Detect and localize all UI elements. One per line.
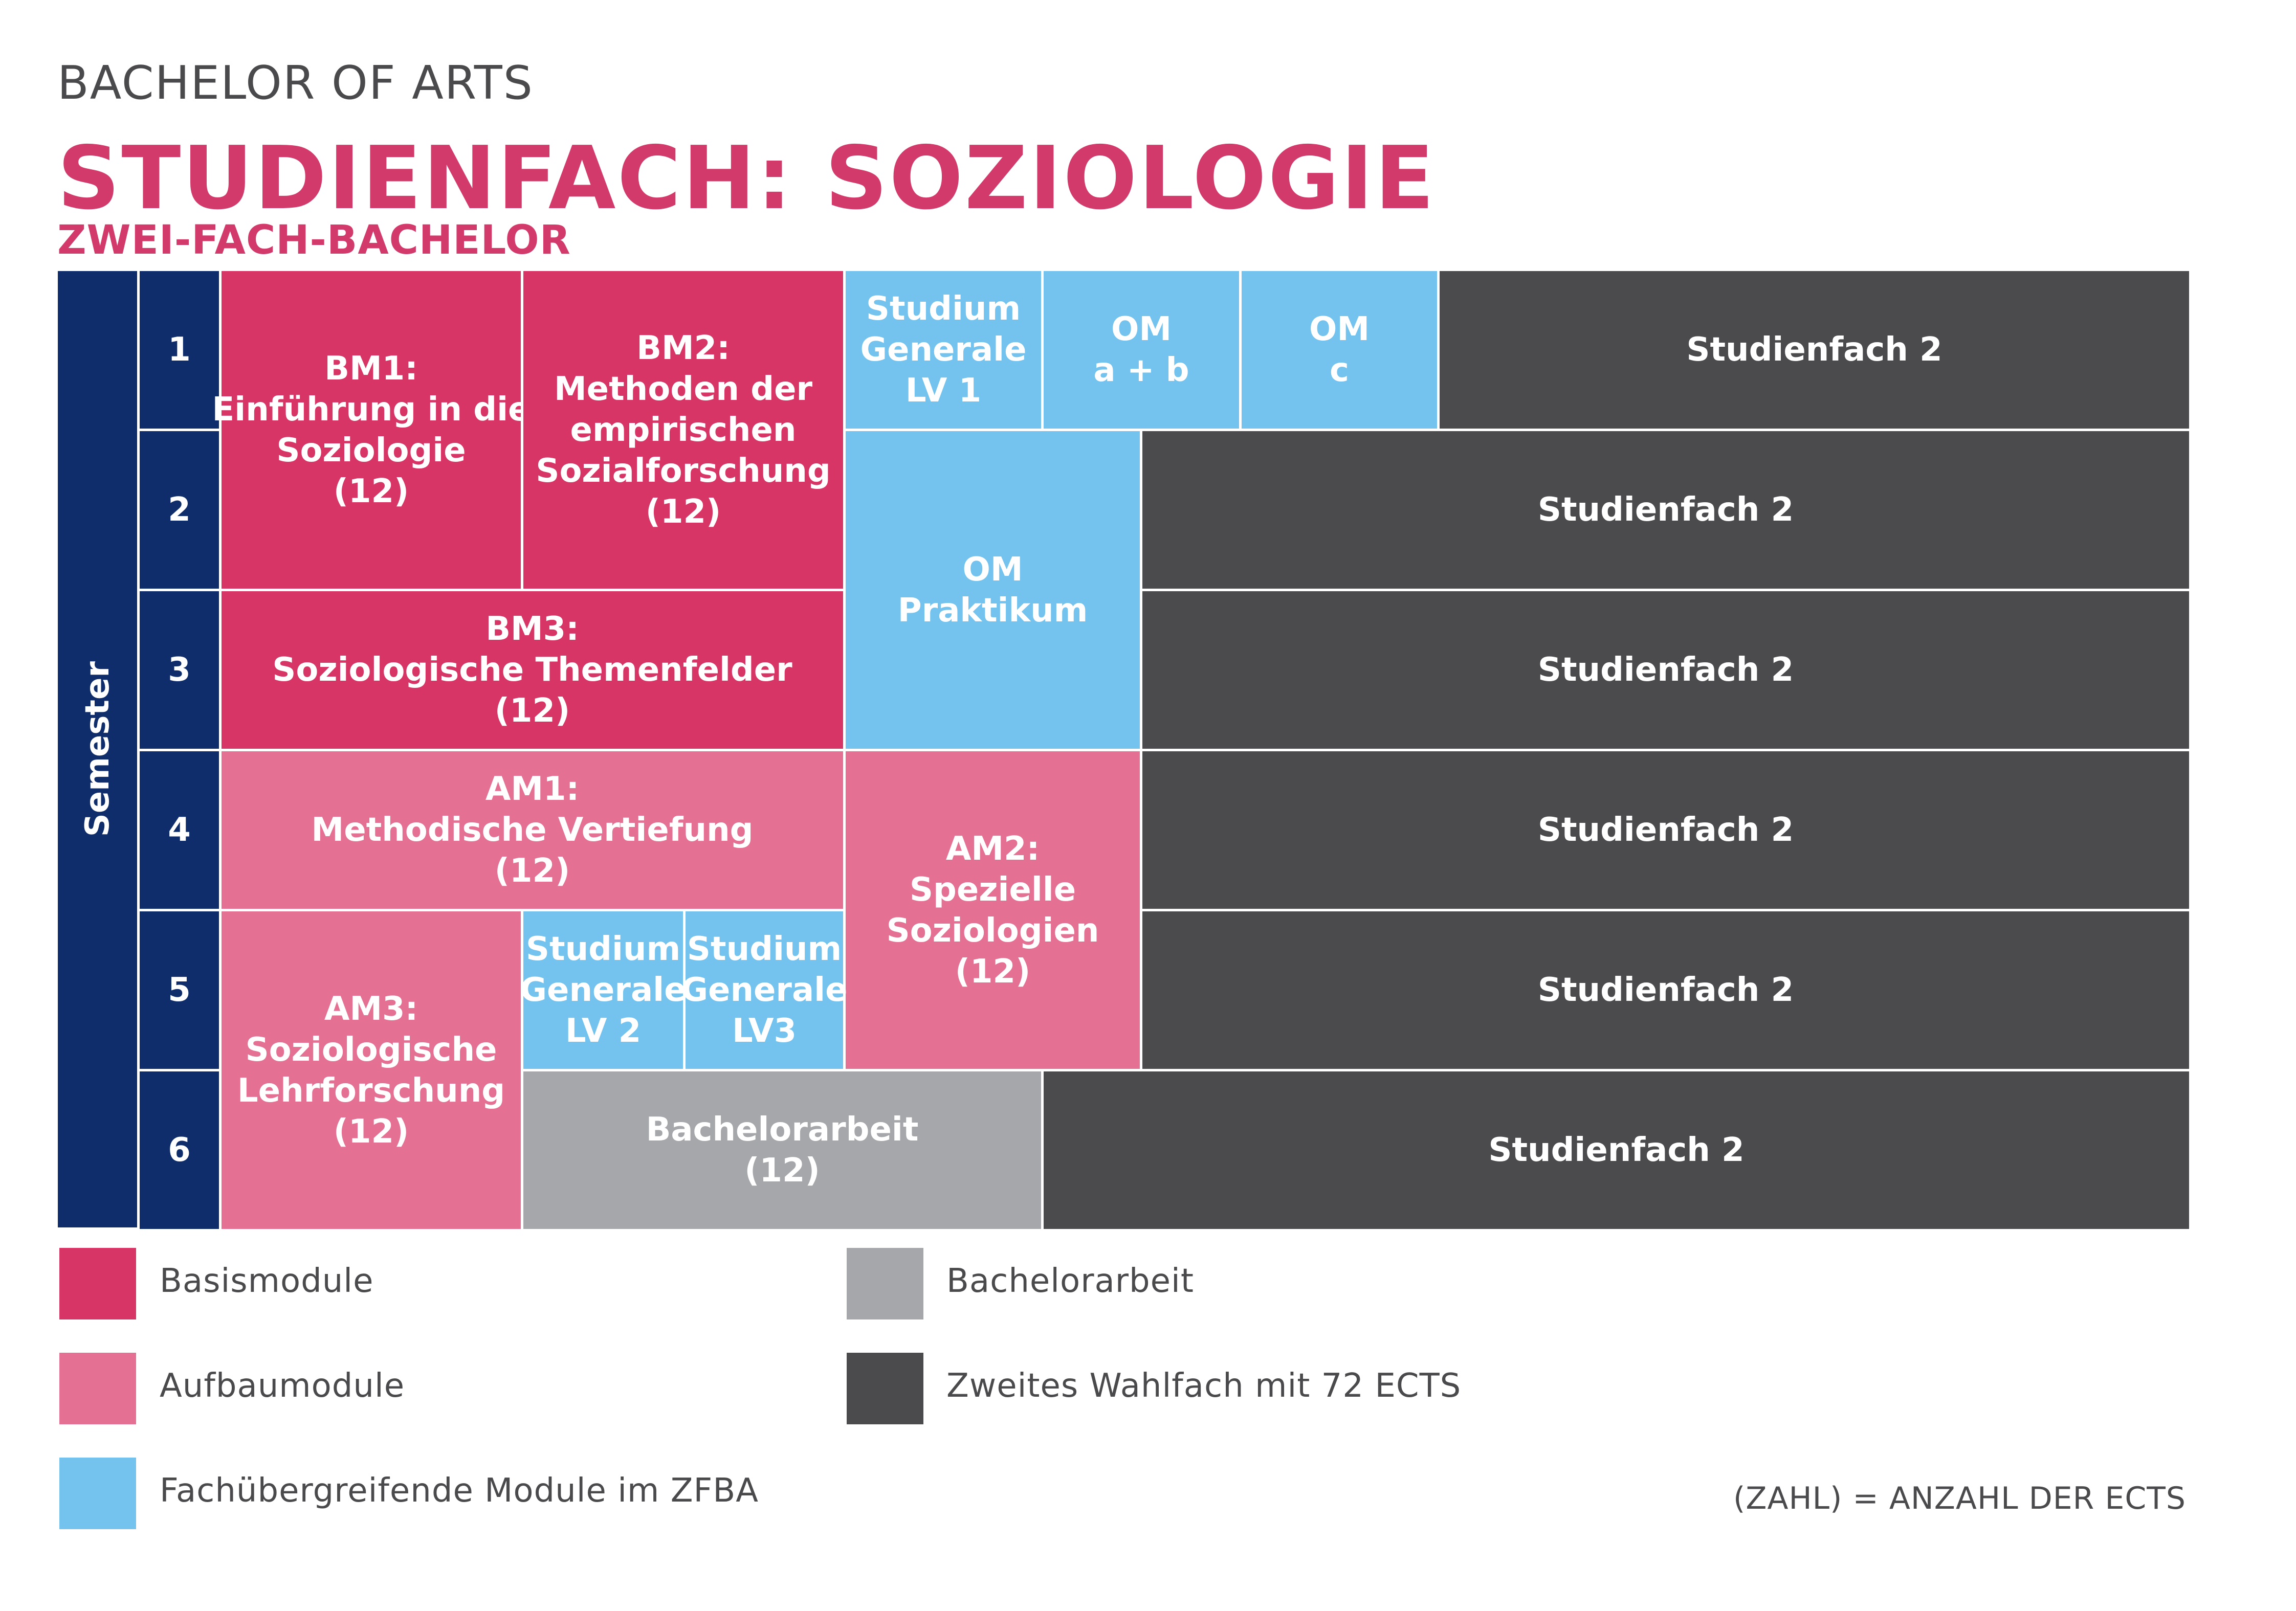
module-om-c: OM c — [1239, 268, 1440, 431]
module-bachelorarbeit: Bachelorarbeit (12) — [521, 1069, 1044, 1232]
legend-label-thesis: Bachelorarbeit — [946, 1262, 1194, 1300]
module-am3: AM3: Soziologische Lehrforschung (12) — [219, 909, 523, 1232]
legend-swatch-aufbau — [59, 1353, 136, 1424]
legend-swatch-basis — [59, 1248, 136, 1319]
legend-swatch-second — [847, 1353, 923, 1424]
module-am2: AM2: Spezielle Soziologien (12) — [843, 749, 1142, 1071]
module-bm3: BM3: Soziologische Themenfelder (12) — [219, 589, 846, 751]
page-title: STUDIENFACH: SOZIOLOGIE — [57, 128, 1436, 229]
program-heading: BACHELOR OF ARTS — [57, 56, 534, 110]
legend-label-basis: Basismodule — [160, 1262, 374, 1300]
legend-label-second: Zweites Wahlfach mit 72 ECTS — [946, 1367, 1462, 1405]
studienfach2-semester-6: Studienfach 2 — [1041, 1069, 2192, 1232]
studienfach2-semester-2: Studienfach 2 — [1140, 429, 2192, 591]
studienfach2-semester-5: Studienfach 2 — [1140, 909, 2192, 1071]
legend-swatch-thesis — [847, 1248, 923, 1319]
semester-number-1: 1 — [137, 268, 222, 431]
module-om-a-b: OM a + b — [1041, 268, 1242, 431]
module-am1: AM1: Methodische Vertiefung (12) — [219, 749, 846, 911]
legend-label-zfba: Fachübergreifende Module im ZFBA — [160, 1472, 759, 1510]
module-bm1: BM1: Einführung in die Soziologie (12) — [212, 268, 530, 591]
module-bm2: BM2: Methoden der empirischen Sozialforschu… — [521, 268, 846, 591]
studienfach2-semester-1: Studienfach 2 — [1437, 268, 2192, 431]
module-studium-generale-lv2: Studium Generale LV 2 — [520, 909, 687, 1071]
semester-number-4: 4 — [137, 749, 222, 911]
studienfach2-semester-3: Studienfach 2 — [1140, 589, 2192, 751]
legend-label-aufbau: Aufbaumodule — [160, 1367, 405, 1405]
studienfach2-semester-4: Studienfach 2 — [1140, 749, 2192, 911]
semester-axis-label: Semester — [78, 661, 117, 837]
semester-number-3: 3 — [137, 589, 222, 751]
module-om-praktikum: OM Praktikum — [843, 429, 1142, 751]
module-studium-generale-lv1: Studium Generale LV 1 — [843, 268, 1044, 431]
semester-number-2: 2 — [137, 429, 222, 591]
page-subtitle: ZWEI-FACH-BACHELOR — [57, 217, 571, 263]
semester-number-6: 6 — [137, 1069, 222, 1232]
semester-axis: Semester — [55, 268, 140, 1230]
ects-note: (ZAHL) = ANZAHL DER ECTS — [1733, 1481, 2186, 1516]
legend-swatch-zfba — [59, 1458, 136, 1529]
module-studium-generale-lv3: Studium Generale LV3 — [681, 909, 848, 1071]
semester-number-5: 5 — [137, 909, 222, 1071]
